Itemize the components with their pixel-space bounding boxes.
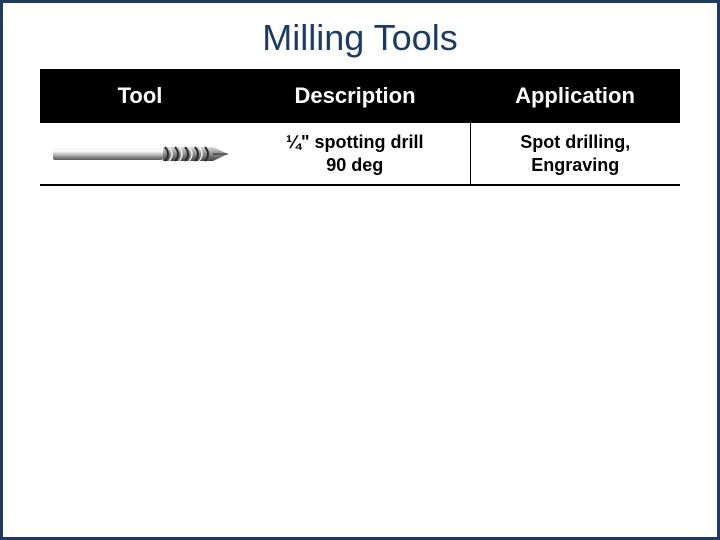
spotting-drill-icon <box>53 142 228 166</box>
table-row: ¼" spotting drill 90 deg Spot drilling, … <box>40 123 680 185</box>
table-header-row: Tool Description Application <box>40 69 680 123</box>
col-header-description: Description <box>240 69 470 123</box>
application-cell: Spot drilling, Engraving <box>470 123 680 185</box>
col-header-tool: Tool <box>40 69 240 123</box>
page-title: Milling Tools <box>3 3 717 69</box>
application-line1: Spot drilling, <box>520 132 630 152</box>
application-line2: Engraving <box>531 155 619 175</box>
description-line2: 90 deg <box>326 155 383 175</box>
col-header-application: Application <box>470 69 680 123</box>
description-line1: ¼" spotting drill <box>286 132 424 152</box>
tool-image-cell <box>40 123 240 185</box>
description-cell: ¼" spotting drill 90 deg <box>240 123 470 185</box>
milling-tools-table: Tool Description Application <box>40 69 680 186</box>
